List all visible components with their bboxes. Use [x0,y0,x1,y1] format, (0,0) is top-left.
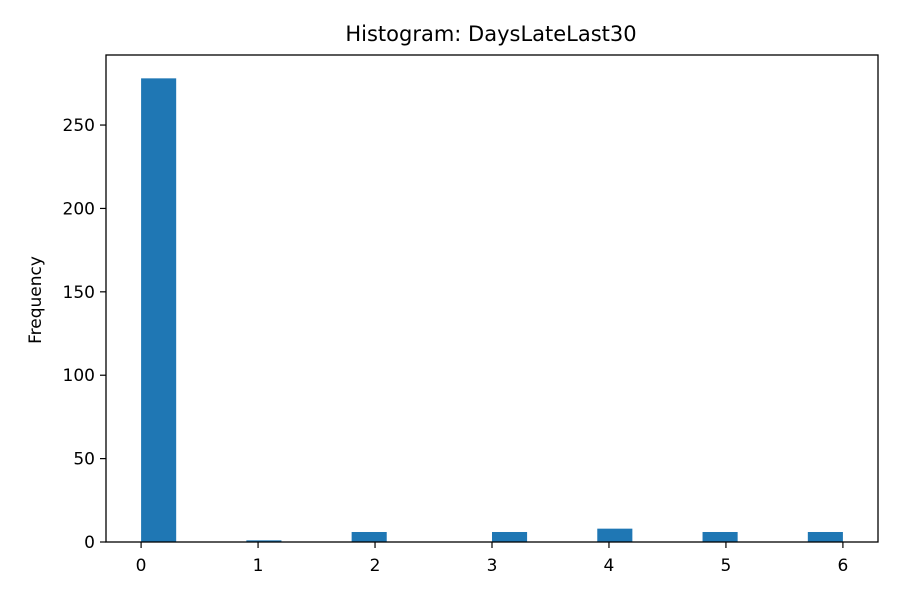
histogram-bar-16 [702,531,738,542]
x-tick-label: 0 [136,556,147,576]
y-axis-label: Frequency [26,256,46,344]
x-tick-label: 3 [487,556,498,576]
histogram-bar-0 [141,78,177,543]
x-tick-label: 2 [370,556,381,576]
x-tick-label: 6 [837,556,848,576]
bars-group [141,78,843,543]
histogram-bar-13 [597,528,633,542]
y-tick-label: 100 [63,366,95,386]
x-tick-label: 5 [721,556,732,576]
histogram-bar-10 [492,531,528,542]
y-axis-ticks: 0 50 100 150 200 250 [63,116,106,553]
histogram-bar-6 [351,531,387,542]
x-tick-label: 4 [604,556,615,576]
x-tick-label: 1 [253,556,264,576]
plot-frame [105,54,879,543]
y-tick-label: 0 [84,533,95,553]
histogram-bar-19 [807,531,843,542]
y-tick-label: 50 [73,450,95,470]
histogram-bar-3 [246,540,282,542]
x-axis-ticks: 0 1 2 3 4 5 6 [136,542,848,576]
chart-title: Histogram: DaysLateLast30 [345,22,636,46]
y-tick-label: 250 [63,116,95,136]
y-tick-label: 150 [63,283,95,303]
y-tick-label: 200 [63,199,95,219]
